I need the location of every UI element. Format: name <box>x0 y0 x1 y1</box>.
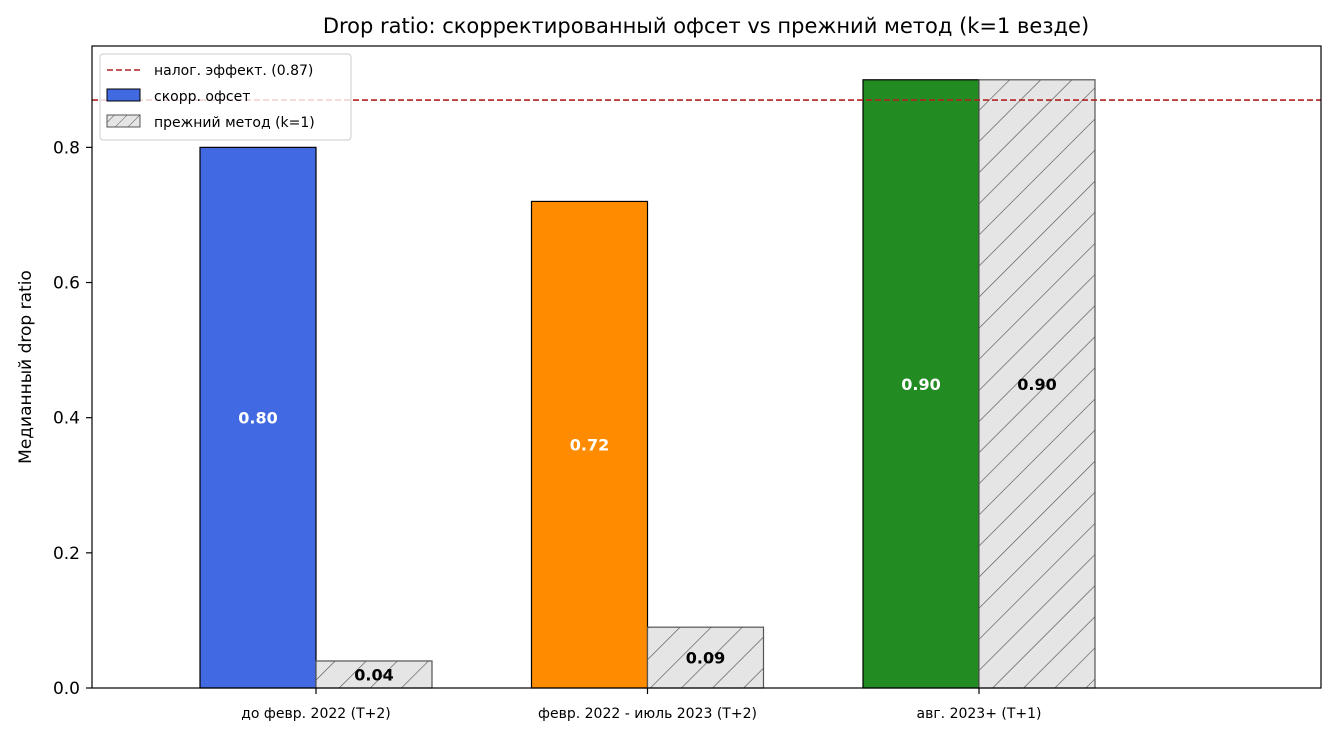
value-label-corrected-offset-1: 0.72 <box>570 436 609 455</box>
legend-swatch-corrected-offset <box>106 88 141 102</box>
value-label-corrected-offset-0: 0.80 <box>238 409 277 428</box>
y-tick-label-3: 0.6 <box>53 274 80 294</box>
y-axis-label: Медианный drop ratio <box>16 270 36 464</box>
legend-box <box>99 53 352 141</box>
legend: налог. эффект. (0.87) скорр. офсет прежн… <box>99 53 352 141</box>
y-tick-label-1: 0.2 <box>53 544 80 564</box>
value-label-corrected-offset-2: 0.90 <box>901 375 940 394</box>
y-tick-label-0: 0.0 <box>53 679 80 699</box>
bar-corrected-offset-1 <box>530 200 649 689</box>
x-tick-label-0: до февр. 2022 (T+2) <box>241 706 391 722</box>
bar-corrected-offset-2 <box>862 79 980 689</box>
x-tick-label-2: авг. 2023+ (T+1) <box>916 706 1041 722</box>
y-tick-label-2: 0.4 <box>53 409 80 429</box>
x-tick-label-1: февр. 2022 - июль 2023 (T+2) <box>538 706 757 722</box>
legend-reference-line-label: налог. эффект. (0.87) <box>154 63 313 79</box>
bar-previous-method-2 <box>978 79 1096 689</box>
plot-frame <box>91 45 1322 689</box>
value-label-previous-method-0: 0.04 <box>354 665 393 684</box>
legend-label-corrected-offset: скорр. офсет <box>154 89 250 105</box>
legend-label-previous-method: прежний метод (k=1) <box>154 115 315 131</box>
legend-swatch-previous-method-hatch <box>106 114 141 128</box>
y-tick-label-4: 0.8 <box>53 138 80 158</box>
bar-corrected-offset-0 <box>199 146 317 689</box>
bar-previous-method-1 <box>646 626 765 689</box>
value-label-previous-method-1: 0.09 <box>686 649 725 668</box>
value-label-previous-method-2: 0.90 <box>1017 375 1056 394</box>
chart-title: Drop ratio: скорректированный офсет vs п… <box>323 14 1089 38</box>
